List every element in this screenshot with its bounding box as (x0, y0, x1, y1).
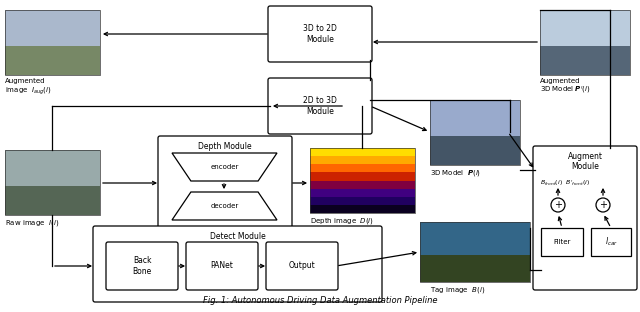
FancyBboxPatch shape (186, 242, 258, 290)
Bar (5, 150, 100, 186)
Text: encoder: encoder (211, 164, 239, 170)
Bar (430, 136, 520, 165)
FancyBboxPatch shape (106, 242, 178, 290)
Text: +: + (554, 200, 562, 210)
Text: 3D to 2D
Module: 3D to 2D Module (303, 24, 337, 44)
Text: Raw image  $I(i)$: Raw image $I(i)$ (5, 218, 60, 228)
Bar (310, 172, 415, 181)
Bar (5, 10, 100, 75)
Text: Detect Module: Detect Module (210, 232, 266, 241)
Bar (540, 10, 630, 75)
Text: 3D Model  $\boldsymbol{P}(i)$: 3D Model $\boldsymbol{P}(i)$ (430, 168, 481, 178)
Bar (420, 222, 530, 282)
FancyBboxPatch shape (268, 78, 372, 134)
Bar (591, 228, 631, 256)
Bar (310, 148, 415, 156)
FancyBboxPatch shape (93, 226, 382, 302)
Text: Augment
Module: Augment Module (568, 152, 602, 171)
Text: Depth image  $D(i)$: Depth image $D(i)$ (310, 216, 374, 226)
Bar (420, 222, 530, 255)
Bar (310, 197, 415, 205)
Text: +: + (599, 200, 607, 210)
Text: Filter: Filter (554, 239, 571, 245)
Text: 2D to 3D
Module: 2D to 3D Module (303, 96, 337, 116)
Bar (540, 46, 630, 75)
Circle shape (596, 198, 610, 212)
Bar (420, 255, 530, 282)
Bar (310, 148, 415, 213)
FancyBboxPatch shape (158, 136, 292, 230)
FancyBboxPatch shape (266, 242, 338, 290)
Bar (5, 150, 100, 215)
Circle shape (551, 198, 565, 212)
Text: Fig. 1: Autonomous Driving Data Augmentation Pipeline: Fig. 1: Autonomous Driving Data Augmenta… (203, 296, 437, 305)
Text: Back
Bone: Back Bone (132, 256, 152, 276)
Text: $l_{car}$: $l_{car}$ (605, 236, 618, 248)
Polygon shape (172, 153, 277, 181)
Text: $B_{front}(i)$  $B'_{front}(i)$: $B_{front}(i)$ $B'_{front}(i)$ (540, 178, 590, 188)
Bar (5, 186, 100, 215)
FancyBboxPatch shape (533, 146, 637, 290)
Bar (430, 100, 520, 136)
Bar (540, 10, 630, 46)
Text: decoder: decoder (211, 203, 239, 209)
Text: Output: Output (289, 261, 316, 271)
Bar (430, 100, 520, 165)
Bar (310, 164, 415, 172)
Bar (5, 46, 100, 75)
Bar (5, 10, 100, 46)
Text: Tag image  $B(i)$: Tag image $B(i)$ (430, 285, 485, 295)
FancyBboxPatch shape (268, 6, 372, 62)
Text: PANet: PANet (211, 261, 234, 271)
Bar (541, 228, 583, 256)
Polygon shape (172, 192, 277, 220)
Bar (310, 181, 415, 189)
Bar (310, 205, 415, 213)
Text: Augmented
3D Model $\boldsymbol{P}'(i)$: Augmented 3D Model $\boldsymbol{P}'(i)$ (540, 78, 591, 96)
Text: Depth Module: Depth Module (198, 142, 252, 151)
Text: Augmented
image  $I_{aug}(i)$: Augmented image $I_{aug}(i)$ (5, 78, 52, 97)
Bar (310, 189, 415, 197)
Bar (310, 156, 415, 164)
